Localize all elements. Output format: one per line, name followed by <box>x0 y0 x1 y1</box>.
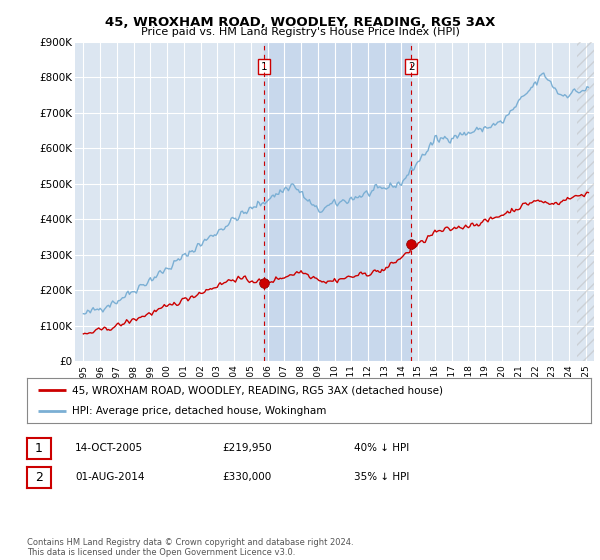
Text: HPI: Average price, detached house, Wokingham: HPI: Average price, detached house, Woki… <box>72 405 326 416</box>
Text: 14-OCT-2005: 14-OCT-2005 <box>75 443 143 453</box>
Text: £219,950: £219,950 <box>222 443 272 453</box>
Bar <box>264 42 411 361</box>
Text: 1: 1 <box>261 62 268 72</box>
Text: 45, WROXHAM ROAD, WOODLEY, READING, RG5 3AX: 45, WROXHAM ROAD, WOODLEY, READING, RG5 … <box>105 16 495 29</box>
Text: 45, WROXHAM ROAD, WOODLEY, READING, RG5 3AX (detached house): 45, WROXHAM ROAD, WOODLEY, READING, RG5 … <box>72 385 443 395</box>
Text: 1: 1 <box>35 442 43 455</box>
Text: Contains HM Land Registry data © Crown copyright and database right 2024.
This d: Contains HM Land Registry data © Crown c… <box>27 538 353 557</box>
Text: 2: 2 <box>408 62 415 72</box>
Bar <box>577 42 594 361</box>
Bar <box>577 42 594 361</box>
Text: Price paid vs. HM Land Registry's House Price Index (HPI): Price paid vs. HM Land Registry's House … <box>140 27 460 37</box>
Text: 01-AUG-2014: 01-AUG-2014 <box>75 472 145 482</box>
Text: £330,000: £330,000 <box>222 472 271 482</box>
Text: 2: 2 <box>35 471 43 484</box>
Text: 35% ↓ HPI: 35% ↓ HPI <box>354 472 409 482</box>
Text: 40% ↓ HPI: 40% ↓ HPI <box>354 443 409 453</box>
